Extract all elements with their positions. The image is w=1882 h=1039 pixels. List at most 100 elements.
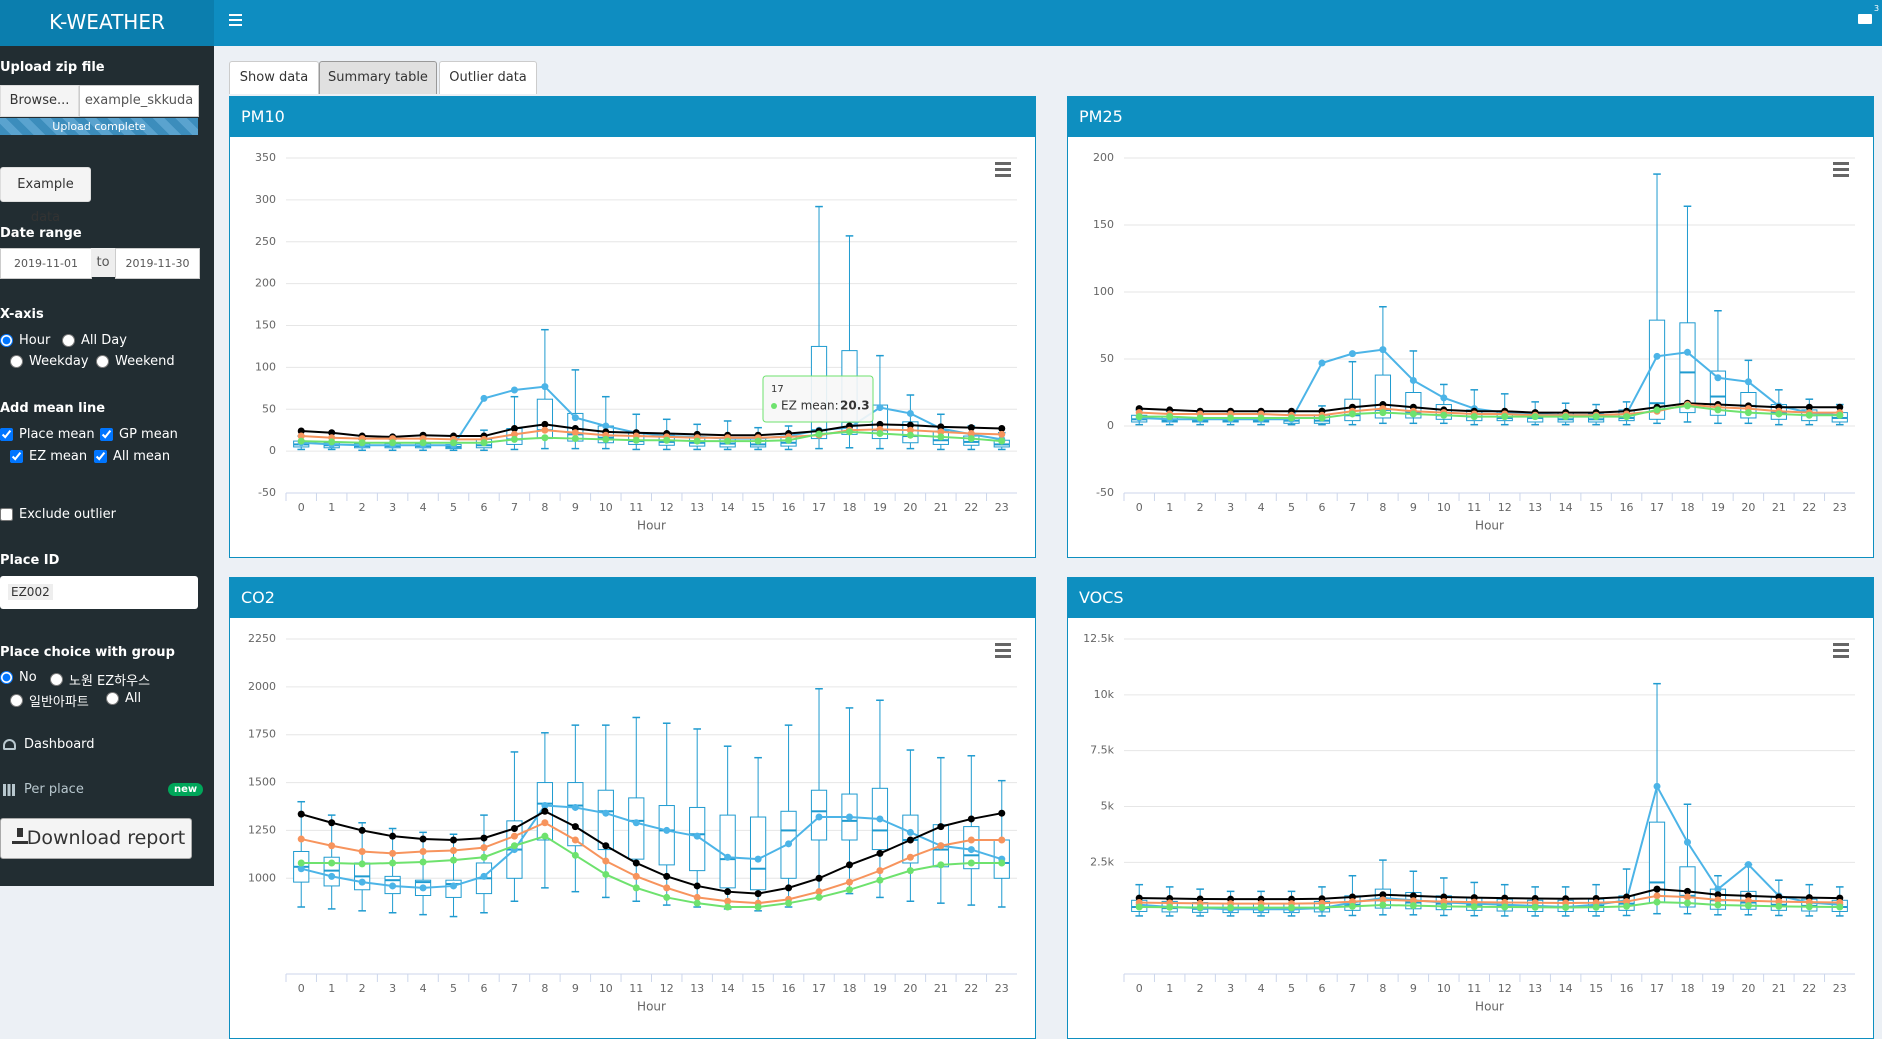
- mean-point: [815, 430, 823, 438]
- tooltip: [762, 375, 874, 423]
- radio-option[interactable]: Weekend: [92, 354, 175, 369]
- radio-option[interactable]: Hour: [0, 333, 50, 348]
- date-end[interactable]: 2019-11-30: [115, 248, 200, 279]
- option-label: Hour: [19, 333, 51, 348]
- x-tick-label: 1: [328, 982, 335, 995]
- checkbox-option[interactable]: Place mean: [0, 427, 95, 442]
- browse-button[interactable]: Browse...: [0, 85, 79, 117]
- chart-menu[interactable]: [1833, 655, 1849, 658]
- date-label: Date range: [0, 226, 82, 241]
- chart-menu[interactable]: [1833, 643, 1849, 646]
- mean-point: [419, 884, 427, 892]
- chart-menu[interactable]: [1833, 162, 1849, 165]
- checkbox[interactable]: [100, 428, 113, 441]
- mean-point: [1196, 903, 1204, 911]
- mean-point: [1318, 359, 1326, 367]
- radio-option[interactable]: Weekday: [6, 354, 89, 369]
- mail-icon[interactable]: [1858, 14, 1872, 24]
- checkbox[interactable]: [10, 450, 23, 463]
- x-tick-label: 13: [1528, 501, 1542, 514]
- mean-point: [480, 844, 488, 852]
- x-tick-label: 21: [934, 982, 948, 995]
- y-tick-label: 2.5k: [1090, 855, 1114, 868]
- place-id-select[interactable]: EZ002: [0, 576, 198, 609]
- chart-menu[interactable]: [1833, 174, 1849, 177]
- grid-icon: [3, 784, 15, 796]
- radio-option[interactable]: No: [0, 670, 37, 685]
- option-label: GP mean: [119, 427, 178, 442]
- mean-line: [1139, 888, 1840, 901]
- x-tick-label: 19: [1711, 501, 1725, 514]
- mean-point: [328, 429, 336, 437]
- radio-option[interactable]: 노원 EZ하우스: [46, 670, 150, 689]
- mean-point: [571, 836, 579, 844]
- radio[interactable]: [0, 334, 13, 347]
- radio[interactable]: [106, 692, 119, 705]
- mean-point: [1592, 413, 1600, 421]
- chart-menu[interactable]: [1833, 649, 1849, 652]
- radio-option[interactable]: All: [102, 691, 141, 706]
- mean-point: [571, 414, 579, 422]
- mean-point: [693, 899, 701, 907]
- chart-menu[interactable]: [995, 174, 1011, 177]
- x-tick-label: 19: [873, 501, 887, 514]
- y-tick-label: 1000: [248, 871, 276, 884]
- panel-title: VOCS: [1068, 578, 1873, 618]
- x-tick-label: 9: [1410, 982, 1417, 995]
- x-axis-title: Hour: [637, 519, 666, 533]
- panel-title: PM10: [230, 97, 1035, 137]
- tab[interactable]: Outlier data: [439, 61, 537, 94]
- x-tick-label: 10: [599, 982, 613, 995]
- tab[interactable]: Show data: [229, 61, 319, 94]
- radio-option[interactable]: All Day: [58, 333, 127, 348]
- radio[interactable]: [62, 334, 75, 347]
- mean-point: [998, 437, 1006, 445]
- mean-point: [389, 849, 397, 857]
- mean-point: [754, 437, 762, 445]
- mean-point: [1714, 374, 1722, 382]
- chart-menu[interactable]: [995, 649, 1011, 652]
- example-button[interactable]: Example data: [0, 167, 91, 225]
- download-button[interactable]: Download report: [0, 818, 192, 859]
- chart-menu[interactable]: [995, 655, 1011, 658]
- radio-option[interactable]: 일반아파트: [6, 691, 89, 710]
- mean-point: [1501, 903, 1509, 911]
- checkbox[interactable]: [0, 508, 13, 521]
- checkbox[interactable]: [94, 450, 107, 463]
- chart-menu[interactable]: [1833, 168, 1849, 171]
- checkbox-option[interactable]: GP mean: [96, 427, 178, 442]
- date-start[interactable]: 2019-11-01: [0, 248, 92, 279]
- radio[interactable]: [10, 694, 23, 707]
- checkbox-option[interactable]: All mean: [90, 449, 170, 464]
- checkbox[interactable]: [0, 428, 13, 441]
- mean-point: [967, 859, 975, 867]
- x-tick-label: 20: [903, 982, 917, 995]
- radio[interactable]: [10, 355, 23, 368]
- radio[interactable]: [0, 671, 13, 684]
- chart-menu[interactable]: [995, 162, 1011, 165]
- x-tick-label: 12: [1498, 982, 1512, 995]
- tab-active[interactable]: Summary table: [319, 61, 437, 94]
- mean-point: [1409, 376, 1417, 384]
- download-icon: [12, 828, 28, 844]
- menu-item[interactable]: Dashboard: [24, 737, 95, 752]
- mean-point: [328, 872, 336, 880]
- menu-toggle[interactable]: [229, 14, 242, 27]
- x-tick-label: 20: [903, 501, 917, 514]
- mean-point: [967, 430, 975, 438]
- x-tick-label: 1: [1166, 982, 1173, 995]
- radio[interactable]: [96, 355, 109, 368]
- mean-label: Add mean line: [0, 401, 106, 416]
- mean-point: [419, 439, 427, 447]
- mean-point: [510, 386, 518, 394]
- checkbox-option[interactable]: Exclude outlier: [0, 507, 116, 522]
- checkbox-option[interactable]: EZ mean: [6, 449, 87, 464]
- chart-menu[interactable]: [995, 643, 1011, 646]
- mean-point: [297, 810, 305, 818]
- menu-item[interactable]: Per place: [24, 782, 84, 797]
- x-tick-label: 7: [511, 501, 518, 514]
- mean-point: [510, 842, 518, 850]
- x-tick-label: 20: [1741, 982, 1755, 995]
- radio[interactable]: [50, 673, 63, 686]
- chart-menu[interactable]: [995, 168, 1011, 171]
